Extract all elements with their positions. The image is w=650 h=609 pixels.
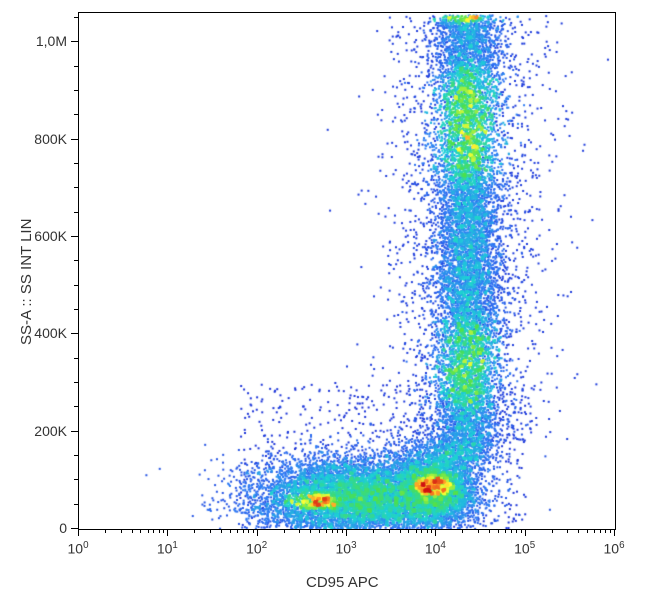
y-tick xyxy=(71,41,78,42)
x-minor-tick xyxy=(163,529,164,533)
x-minor-tick xyxy=(498,529,499,533)
x-minor-tick xyxy=(159,529,160,533)
x-minor-tick xyxy=(337,529,338,533)
x-minor-tick xyxy=(319,529,320,533)
x-minor-tick xyxy=(421,529,422,533)
x-tick-label: 102 xyxy=(242,540,272,557)
y-minor-tick xyxy=(74,479,78,480)
x-minor-tick xyxy=(153,529,154,533)
y-minor-tick xyxy=(74,309,78,310)
x-minor-tick xyxy=(310,529,311,533)
x-minor-tick xyxy=(373,529,374,533)
y-minor-tick xyxy=(74,504,78,505)
density-scatter-canvas xyxy=(79,13,615,529)
x-minor-tick xyxy=(516,529,517,533)
y-tick xyxy=(71,139,78,140)
x-minor-tick xyxy=(194,529,195,533)
x-minor-tick xyxy=(416,529,417,533)
x-tick-label: 105 xyxy=(510,540,540,557)
y-minor-tick xyxy=(74,90,78,91)
x-minor-tick xyxy=(605,529,606,533)
x-axis-label: CD95 APC xyxy=(306,574,379,591)
x-tick-label: 103 xyxy=(331,540,361,557)
x-minor-tick xyxy=(600,529,601,533)
x-minor-tick xyxy=(431,529,432,533)
x-minor-tick xyxy=(284,529,285,533)
x-minor-tick xyxy=(243,529,244,533)
x-minor-tick xyxy=(326,529,327,533)
y-minor-tick xyxy=(74,406,78,407)
y-minor-tick xyxy=(74,260,78,261)
x-minor-tick xyxy=(121,529,122,533)
x-minor-tick xyxy=(221,529,222,533)
y-minor-tick xyxy=(74,358,78,359)
x-minor-tick xyxy=(253,529,254,533)
x-minor-tick xyxy=(105,529,106,533)
x-minor-tick xyxy=(567,529,568,533)
y-tick xyxy=(71,431,78,432)
y-tick xyxy=(71,236,78,237)
y-tick-label: 0 xyxy=(23,520,67,536)
x-minor-tick xyxy=(148,529,149,533)
x-tick xyxy=(257,529,258,536)
x-minor-tick xyxy=(587,529,588,533)
y-minor-tick xyxy=(74,285,78,286)
x-minor-tick xyxy=(342,529,343,533)
y-minor-tick xyxy=(74,187,78,188)
x-minor-tick xyxy=(521,529,522,533)
x-minor-tick xyxy=(578,529,579,533)
x-minor-tick xyxy=(427,529,428,533)
y-minor-tick xyxy=(74,66,78,67)
x-minor-tick xyxy=(140,529,141,533)
x-minor-tick xyxy=(248,529,249,533)
x-minor-tick xyxy=(299,529,300,533)
x-minor-tick xyxy=(489,529,490,533)
x-minor-tick xyxy=(505,529,506,533)
x-minor-tick xyxy=(210,529,211,533)
x-tick xyxy=(614,529,615,536)
x-tick-label: 106 xyxy=(599,540,629,557)
x-minor-tick xyxy=(408,529,409,533)
x-tick xyxy=(435,529,436,536)
x-minor-tick xyxy=(230,529,231,533)
x-tick-label: 104 xyxy=(420,540,450,557)
y-minor-tick xyxy=(74,382,78,383)
figure: 1001011021031041051060200K400K600K800K1,… xyxy=(0,0,650,609)
x-tick xyxy=(78,529,79,536)
y-tick-label: 800K xyxy=(23,131,67,147)
x-tick-label: 100 xyxy=(63,540,93,557)
x-minor-tick xyxy=(594,529,595,533)
x-minor-tick xyxy=(237,529,238,533)
x-minor-tick xyxy=(132,529,133,533)
y-minor-tick xyxy=(74,17,78,18)
x-minor-tick xyxy=(552,529,553,533)
y-axis-label: SS-A :: SS INT LIN xyxy=(18,219,35,345)
x-minor-tick xyxy=(511,529,512,533)
x-tick xyxy=(167,529,168,536)
x-minor-tick xyxy=(400,529,401,533)
y-tick-label: 200K xyxy=(23,423,67,439)
y-minor-tick xyxy=(74,114,78,115)
x-tick xyxy=(525,529,526,536)
x-minor-tick xyxy=(462,529,463,533)
y-minor-tick xyxy=(74,212,78,213)
x-minor-tick xyxy=(478,529,479,533)
x-tick-label: 101 xyxy=(152,540,182,557)
y-tick-label: 1,0M xyxy=(23,33,67,49)
x-minor-tick xyxy=(610,529,611,533)
x-minor-tick xyxy=(389,529,390,533)
y-minor-tick xyxy=(74,455,78,456)
x-minor-tick xyxy=(332,529,333,533)
x-tick xyxy=(346,529,347,536)
y-minor-tick xyxy=(74,163,78,164)
y-tick xyxy=(71,528,78,529)
y-tick xyxy=(71,333,78,334)
